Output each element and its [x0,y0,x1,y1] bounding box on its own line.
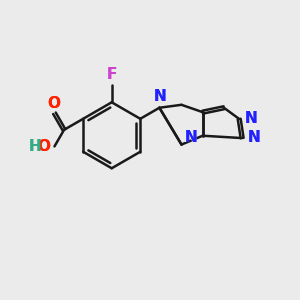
Text: N: N [247,130,260,145]
Text: F: F [106,67,117,82]
Text: N: N [153,89,166,104]
Text: H: H [29,140,42,154]
Text: O: O [38,140,51,154]
Text: N: N [183,128,198,146]
Text: O: O [35,138,51,156]
Text: N: N [152,86,167,104]
Text: N: N [244,109,259,127]
Text: N: N [244,111,257,126]
Text: F: F [106,64,118,82]
Text: F: F [106,67,117,82]
Text: H: H [29,140,42,154]
Text: O: O [38,140,51,154]
Text: N: N [247,130,260,145]
Text: O: O [46,93,61,111]
Text: N: N [153,89,166,104]
Text: O: O [47,96,60,111]
Text: H: H [27,138,42,156]
Text: N: N [185,130,198,145]
Text: N: N [244,111,257,126]
Text: O: O [47,96,60,111]
Text: N: N [185,130,198,145]
Text: N: N [247,128,262,146]
